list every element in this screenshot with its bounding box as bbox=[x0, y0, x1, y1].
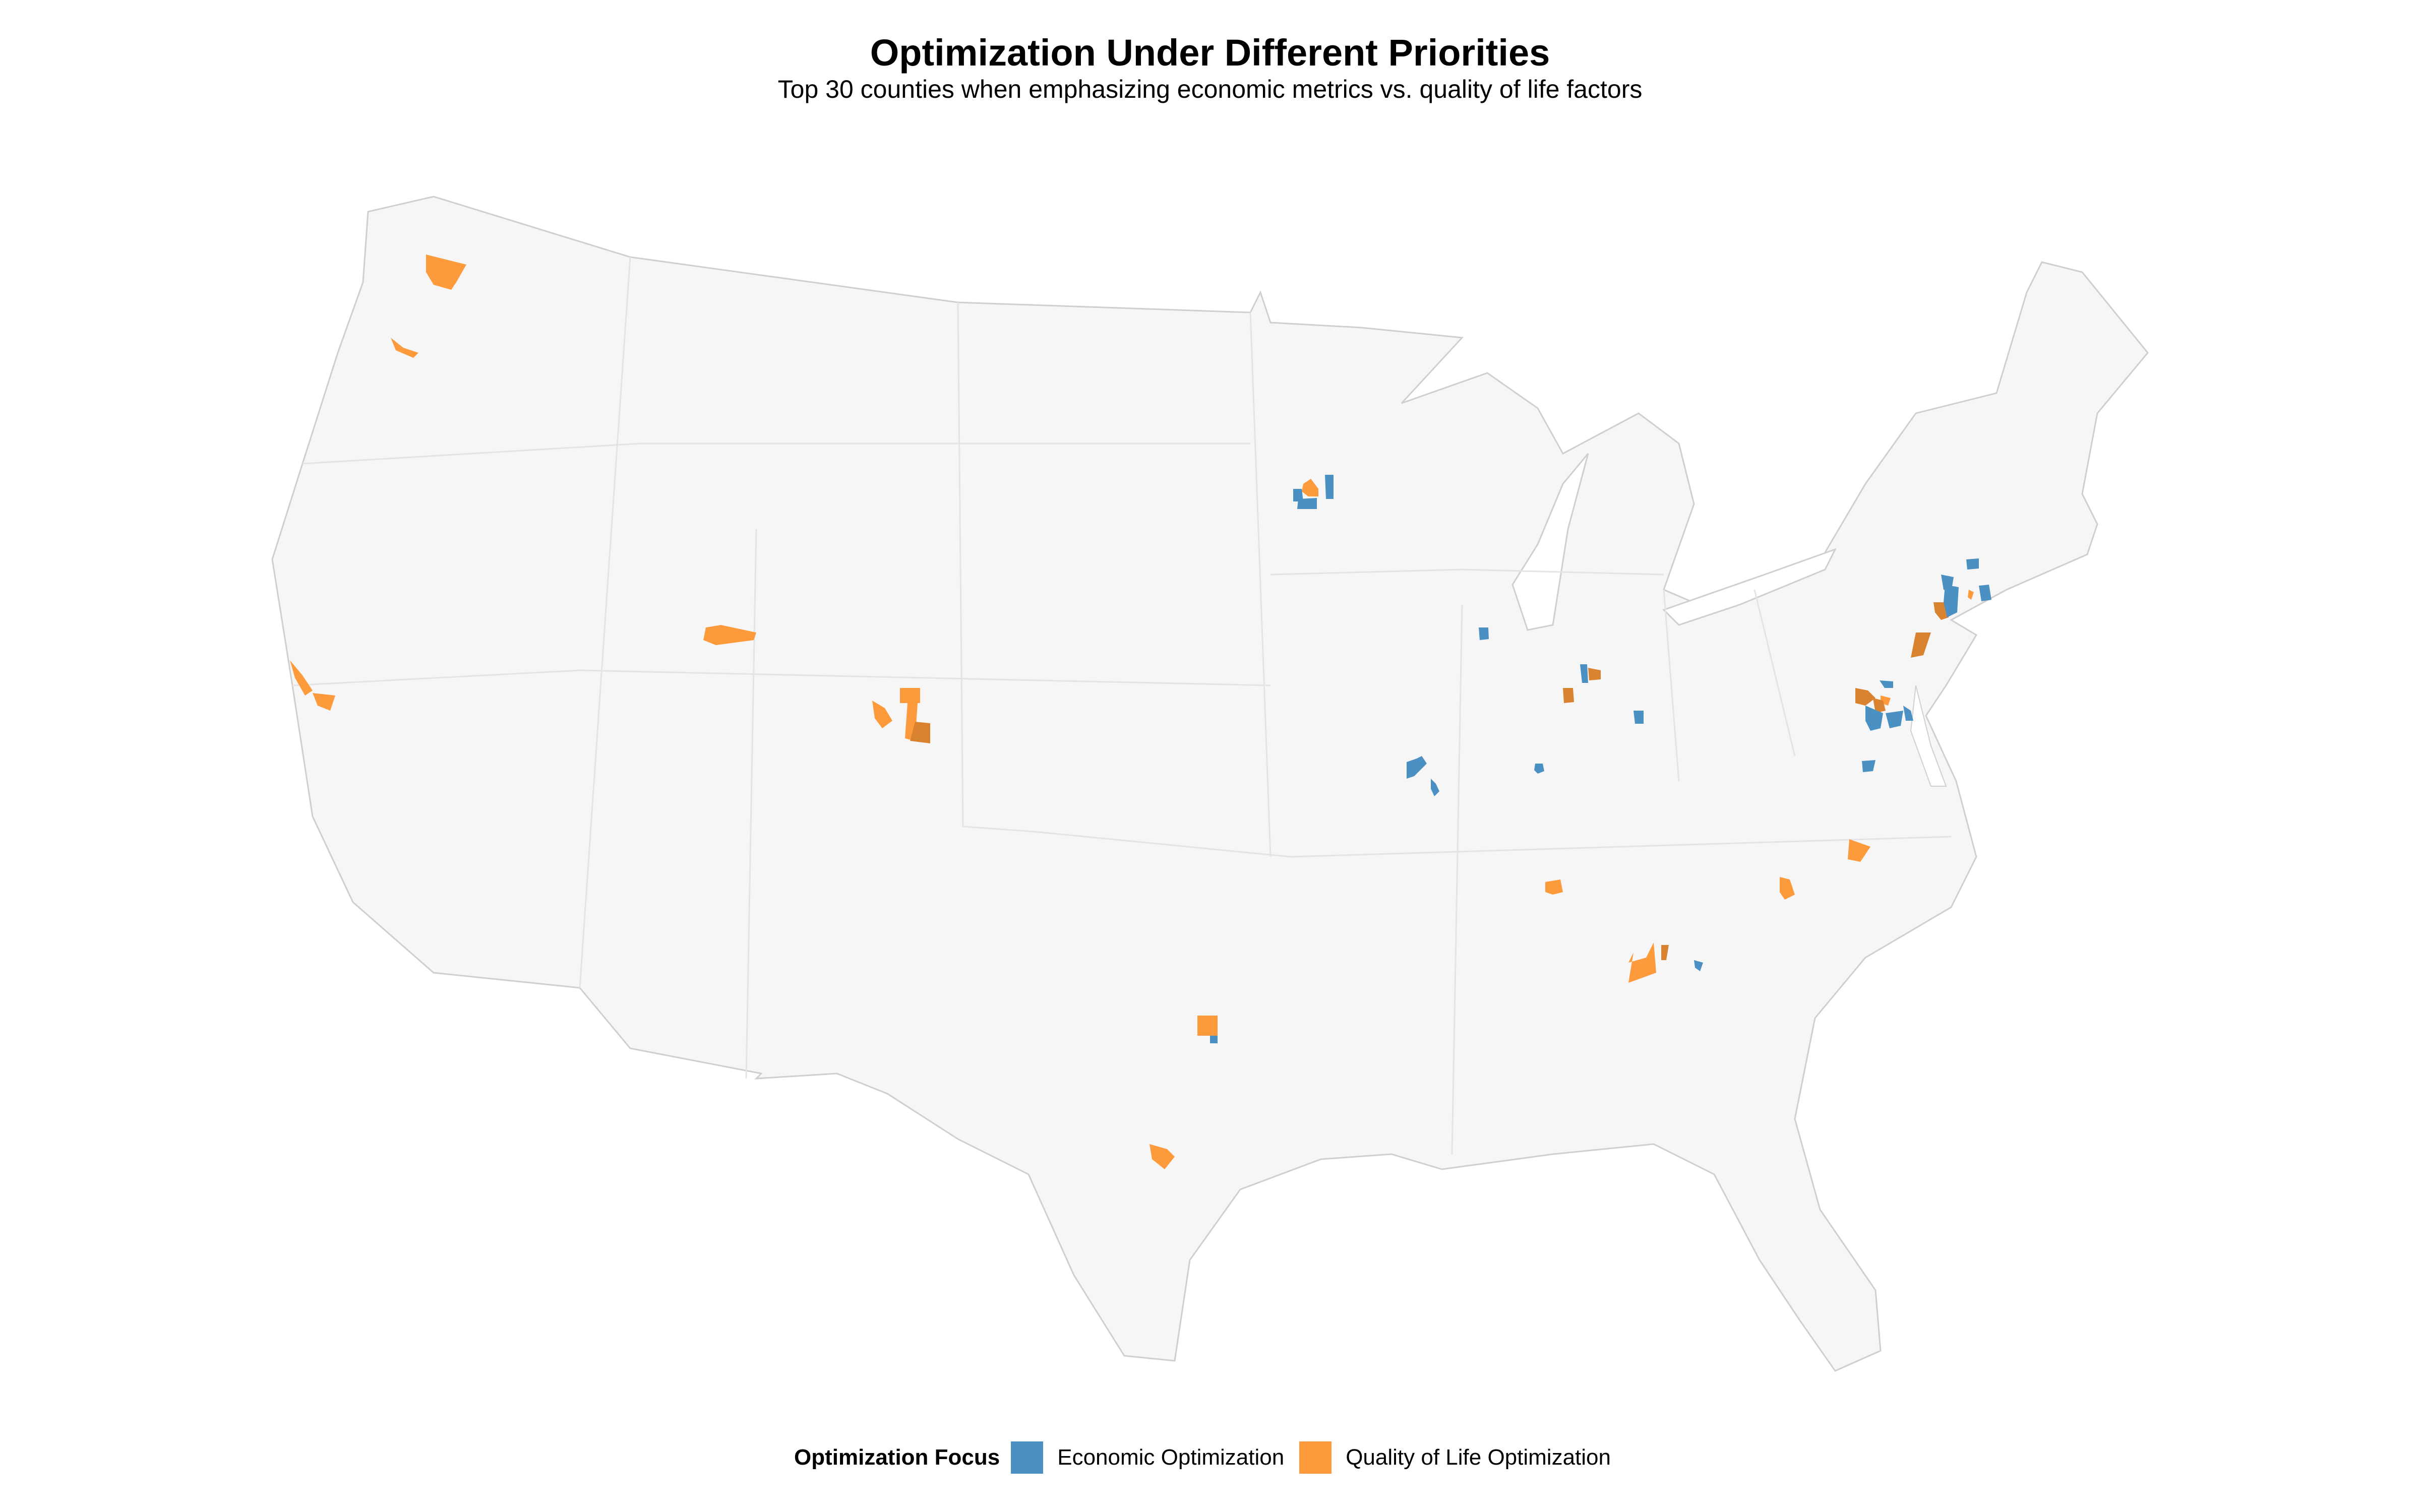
county-nashville bbox=[1545, 879, 1563, 895]
county-dayton bbox=[1634, 711, 1644, 724]
legend-label-economic: Economic Optimization bbox=[1057, 1445, 1285, 1470]
county-summit bbox=[872, 701, 892, 728]
legend: Optimization Focus Economic Optimization… bbox=[0, 1441, 2420, 1474]
county-atlanta bbox=[1628, 942, 1656, 983]
county-tarrant bbox=[1210, 1036, 1218, 1043]
county-arapahoe bbox=[910, 722, 930, 743]
county-loudoun bbox=[1855, 688, 1876, 706]
county-boulder bbox=[900, 688, 920, 703]
legend-title: Optimization Focus bbox=[794, 1445, 1000, 1470]
county-columbus bbox=[1588, 668, 1601, 680]
us-landmass bbox=[271, 196, 2149, 1372]
overlap-counties bbox=[910, 602, 1949, 960]
county-indianapolis bbox=[1563, 688, 1574, 703]
county-seattle bbox=[426, 255, 466, 290]
county-cobb bbox=[1661, 945, 1669, 960]
county-fairfax-md bbox=[1873, 698, 1886, 713]
county-columbus-w bbox=[1580, 664, 1588, 683]
legend-swatch-quality-of-life bbox=[1299, 1441, 1332, 1474]
county-louisville bbox=[1534, 764, 1544, 774]
county-hennepin-s bbox=[1297, 498, 1317, 509]
chart-subtitle: Top 30 counties when emphasizing economi… bbox=[777, 75, 1643, 103]
county-passaic-essex bbox=[1944, 585, 1959, 617]
county-atlanta-gwinnett bbox=[1694, 960, 1703, 971]
county-austin bbox=[1150, 1144, 1175, 1169]
state-borders bbox=[292, 257, 1952, 1155]
county-portland bbox=[391, 338, 418, 358]
county-san-jose bbox=[313, 693, 335, 711]
county-fairfax bbox=[1865, 706, 1883, 731]
chart-title: Optimization Under Different Priorities bbox=[870, 32, 1550, 74]
county-stlouis bbox=[1407, 756, 1427, 779]
legend-swatch-economic bbox=[1011, 1441, 1044, 1474]
county-sf-bay bbox=[290, 660, 313, 696]
county-raleigh bbox=[1848, 839, 1870, 862]
county-salt-lake bbox=[703, 625, 756, 645]
lake-michigan bbox=[1511, 453, 1589, 631]
legend-label-quality-of-life: Quality of Life Optimization bbox=[1346, 1445, 1611, 1470]
county-washington-mn bbox=[1325, 475, 1334, 499]
county-anne-arundel bbox=[1903, 706, 1913, 721]
chesapeake-bay bbox=[1910, 685, 1947, 787]
county-hennepin-w bbox=[1293, 489, 1303, 501]
county-chicago-area bbox=[1479, 627, 1489, 640]
county-richmond bbox=[1862, 760, 1876, 772]
lake-erie bbox=[1662, 548, 1837, 626]
county-prince-georges bbox=[1886, 711, 1903, 728]
county-dallas bbox=[1197, 1016, 1218, 1036]
county-ny-westchester bbox=[1968, 590, 1974, 600]
county-chester-pa bbox=[1911, 633, 1931, 658]
county-howard bbox=[1880, 680, 1893, 688]
county-charlotte bbox=[1780, 877, 1795, 900]
county-stlouis-s bbox=[1431, 779, 1439, 796]
county-nassau bbox=[1979, 585, 1991, 601]
county-minneapolis bbox=[1302, 479, 1318, 496]
economic-counties bbox=[1210, 475, 1991, 1043]
county-fairfield-ct bbox=[1966, 558, 1979, 570]
quality-of-life-counties bbox=[290, 255, 1974, 1169]
